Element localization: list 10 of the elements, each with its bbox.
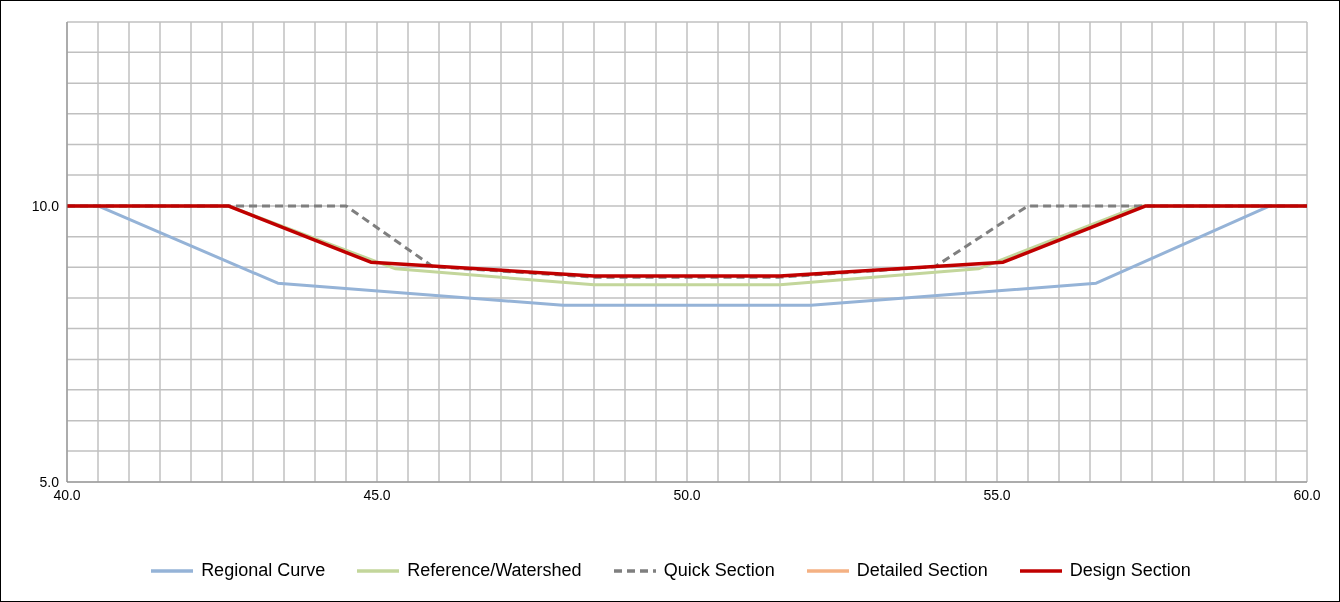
legend-label: Quick Section xyxy=(663,560,775,581)
x-tick-label: 45.0 xyxy=(363,486,391,503)
legend-label: Reference/Watershed xyxy=(407,560,582,581)
x-tick-label: 60.0 xyxy=(1293,486,1321,503)
legend-label: Detailed Section xyxy=(856,560,988,581)
x-tick-label: 50.0 xyxy=(673,486,701,503)
legend-label: Regional Curve xyxy=(201,560,326,581)
x-tick-label: 55.0 xyxy=(983,486,1011,503)
y-tick-label: 10.0 xyxy=(31,197,60,214)
legend-label: Design Section xyxy=(1069,560,1191,581)
